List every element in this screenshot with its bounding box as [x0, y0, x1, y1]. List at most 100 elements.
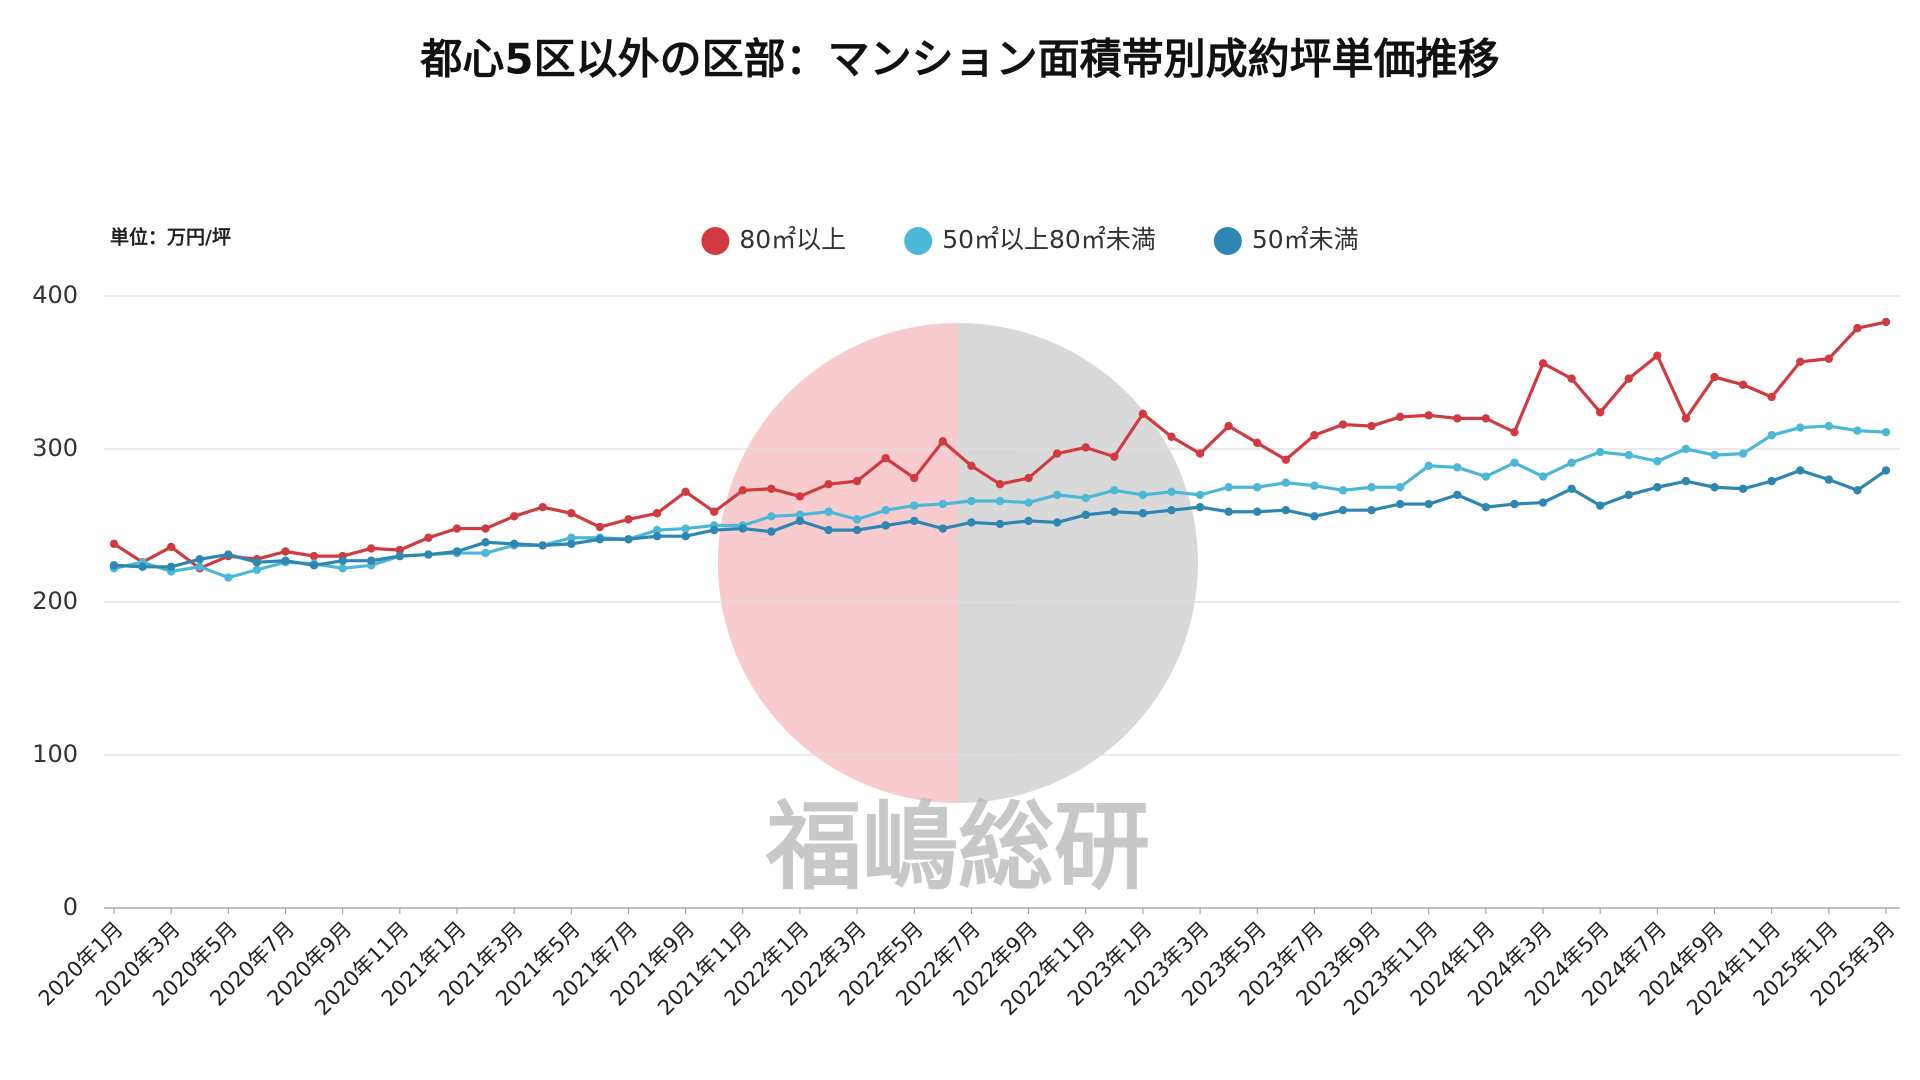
data-point — [1624, 374, 1633, 383]
data-point — [1081, 443, 1090, 452]
data-point — [795, 510, 805, 519]
data-point — [1310, 431, 1319, 440]
data-point — [509, 539, 519, 549]
watermark-logo — [718, 323, 1198, 803]
data-point — [395, 545, 405, 555]
data-point — [910, 473, 919, 483]
data-point — [738, 524, 747, 533]
data-point — [1767, 431, 1776, 440]
data-point — [967, 496, 976, 506]
data-point — [1653, 457, 1662, 466]
data-point — [452, 547, 462, 556]
data-point — [1824, 354, 1834, 363]
data-point — [1481, 414, 1491, 423]
data-point — [1881, 466, 1891, 475]
data-point — [767, 527, 776, 536]
data-point — [1167, 487, 1176, 497]
data-point — [967, 461, 976, 471]
data-point — [852, 525, 862, 535]
data-point — [1710, 483, 1719, 492]
data-point — [1767, 392, 1776, 402]
data-point — [395, 551, 405, 561]
data-point — [767, 512, 776, 521]
data-point — [224, 550, 233, 559]
data-point — [1567, 374, 1576, 383]
data-point — [652, 532, 662, 541]
data-point — [1853, 426, 1862, 435]
data-point — [481, 548, 490, 558]
data-point — [681, 524, 690, 533]
y-tick-label: 400 — [32, 281, 78, 309]
data-point — [1538, 498, 1548, 507]
data-point — [824, 507, 833, 516]
legend-label: 80㎡以上 — [739, 225, 846, 254]
data-point — [1052, 449, 1062, 458]
data-point — [1081, 493, 1090, 503]
data-point — [1395, 483, 1405, 492]
data-point — [1796, 357, 1805, 366]
data-point — [709, 525, 719, 535]
data-point — [995, 479, 1005, 489]
legend-marker — [904, 227, 933, 255]
data-point — [166, 562, 176, 572]
data-point — [1167, 506, 1176, 515]
data-point — [309, 551, 319, 561]
data-point — [195, 554, 204, 564]
data-point — [538, 502, 547, 512]
data-point — [138, 562, 147, 572]
legend-marker — [1213, 227, 1242, 255]
data-point — [1281, 478, 1291, 487]
data-point — [1281, 455, 1291, 464]
data-point — [1681, 444, 1691, 454]
data-point — [1710, 372, 1719, 382]
data-point — [1767, 476, 1776, 486]
data-point — [995, 519, 1005, 529]
data-point — [567, 509, 576, 518]
data-point — [1367, 421, 1376, 431]
data-point — [852, 515, 862, 524]
data-point — [1110, 507, 1119, 516]
legend-marker — [701, 227, 730, 255]
data-point — [595, 535, 605, 544]
data-point — [881, 521, 890, 530]
y-tick-label: 300 — [32, 434, 78, 462]
data-point — [1710, 450, 1719, 460]
data-point — [1595, 408, 1605, 417]
legend-label: 50㎡未満 — [1252, 225, 1359, 254]
data-point — [995, 496, 1005, 506]
data-point — [709, 507, 719, 516]
data-point — [1653, 351, 1662, 360]
data-point — [1310, 481, 1319, 490]
data-point — [509, 512, 519, 521]
legend: 80㎡以上 50㎡以上80㎡未満 50㎡未満 — [701, 225, 1359, 255]
data-point — [1167, 432, 1176, 441]
data-point — [1567, 458, 1576, 467]
data-point — [109, 561, 119, 570]
data-point — [824, 525, 833, 535]
data-point — [281, 556, 290, 565]
data-point — [1338, 506, 1348, 515]
data-point — [1395, 499, 1405, 509]
data-point — [1138, 409, 1148, 419]
data-point — [1624, 450, 1633, 460]
data-point — [1796, 466, 1805, 475]
data-point — [424, 550, 433, 559]
data-point — [309, 561, 319, 570]
data-point — [452, 524, 462, 533]
data-point — [1453, 414, 1462, 423]
data-point — [1681, 476, 1691, 486]
chart-title: 都心5区以外の区部：マンション面積帯別成約坪単価推移 — [419, 35, 1499, 84]
data-point — [1224, 421, 1233, 431]
data-point — [1367, 506, 1376, 515]
data-point — [1195, 449, 1205, 458]
data-point — [1510, 427, 1519, 437]
data-point — [1110, 452, 1119, 461]
data-point — [1738, 484, 1748, 493]
data-point — [1195, 490, 1205, 500]
data-point — [1367, 483, 1376, 492]
data-point — [1538, 359, 1548, 368]
data-point — [1853, 323, 1862, 333]
data-point — [1881, 427, 1891, 437]
y-tick-label: 200 — [32, 587, 78, 615]
